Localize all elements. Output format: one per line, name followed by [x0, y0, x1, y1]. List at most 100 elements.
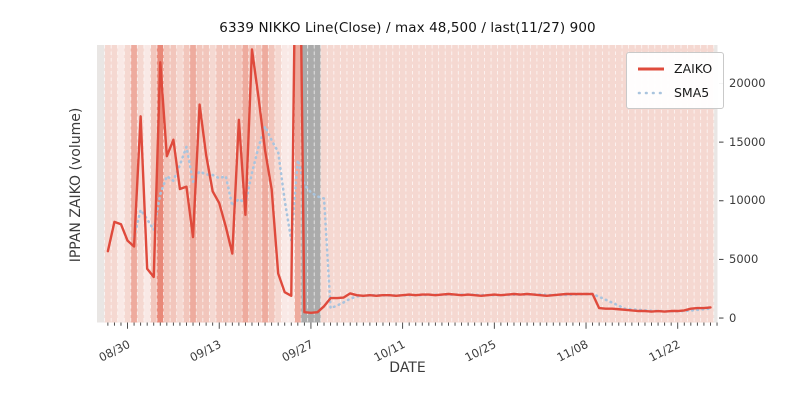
chart-title: 6339 NIKKO Line(Close) / max 48,500 / la…	[219, 20, 596, 36]
day-band	[215, 45, 223, 323]
day-band	[615, 45, 623, 323]
day-band	[143, 45, 151, 323]
day-band	[536, 45, 544, 323]
day-band	[242, 45, 249, 323]
day-band	[412, 45, 420, 323]
day-band	[477, 45, 485, 323]
day-band	[294, 45, 302, 323]
day-band	[661, 45, 668, 323]
day-band	[451, 45, 459, 323]
day-band	[307, 45, 315, 323]
day-band	[491, 45, 498, 323]
day-band	[504, 45, 511, 323]
y-axis-label: IPPAN ZAIKO (volume)	[68, 107, 84, 263]
day-band	[366, 45, 374, 323]
day-band	[471, 45, 478, 323]
sma5-line-swatch	[637, 91, 665, 94]
y-tick-label: 10000	[729, 193, 766, 208]
day-band	[497, 45, 505, 323]
day-band	[641, 45, 649, 323]
day-band	[327, 45, 334, 323]
day-band	[222, 45, 230, 323]
day-band	[235, 45, 243, 323]
day-band	[707, 45, 714, 323]
day-band	[340, 45, 347, 323]
day-band	[425, 45, 433, 323]
legend-box: ZAIKO SMA5	[626, 52, 725, 109]
day-band	[667, 45, 675, 323]
day-band	[202, 45, 210, 323]
day-band	[353, 45, 361, 323]
day-band	[458, 45, 465, 323]
day-band	[117, 45, 125, 323]
day-band	[595, 45, 603, 323]
day-band	[563, 45, 570, 323]
legend-entry-zaiko: ZAIKO	[637, 61, 712, 76]
day-band	[556, 45, 564, 323]
day-band	[333, 45, 341, 323]
day-band	[196, 45, 203, 323]
day-band	[274, 45, 282, 323]
day-band	[373, 45, 380, 323]
day-band	[157, 45, 164, 323]
day-band	[622, 45, 629, 323]
day-band	[523, 45, 531, 323]
zaiko-line-swatch	[638, 67, 664, 70]
day-band	[602, 45, 609, 323]
day-band	[111, 45, 118, 323]
day-band	[550, 45, 557, 323]
day-band	[484, 45, 492, 323]
day-band	[150, 45, 158, 323]
day-band	[170, 45, 177, 323]
day-band	[517, 45, 524, 323]
day-band	[543, 45, 551, 323]
day-band	[674, 45, 682, 323]
day-band	[314, 45, 321, 323]
day-band	[681, 45, 688, 323]
x-axis-label: DATE	[389, 360, 426, 376]
day-band	[576, 45, 583, 323]
day-band	[360, 45, 367, 323]
day-band	[124, 45, 131, 323]
day-band	[104, 45, 112, 323]
day-band	[346, 45, 354, 323]
zaiko-line	[106, 45, 712, 314]
day-band	[248, 45, 256, 323]
day-band	[648, 45, 655, 323]
day-band	[229, 45, 236, 323]
y-tick-label: 0	[729, 310, 737, 325]
day-band	[654, 45, 662, 323]
day-band	[419, 45, 426, 323]
day-band	[635, 45, 642, 323]
sma5-line	[132, 122, 712, 313]
day-band	[163, 45, 171, 323]
day-band	[445, 45, 452, 323]
day-band	[183, 45, 190, 323]
day-band	[405, 45, 413, 323]
day-band	[628, 45, 636, 323]
day-band	[392, 45, 400, 323]
left-margin-strip	[97, 45, 105, 323]
day-band	[432, 45, 439, 323]
day-band	[582, 45, 590, 323]
day-band	[530, 45, 537, 323]
day-band	[464, 45, 472, 323]
day-band	[510, 45, 518, 323]
day-band	[379, 45, 387, 323]
day-band	[137, 45, 144, 323]
day-band	[608, 45, 616, 323]
day-band	[189, 45, 197, 323]
y-tick-label: 5000	[729, 251, 759, 266]
day-band	[209, 45, 216, 323]
day-band	[320, 45, 328, 323]
day-band	[386, 45, 393, 323]
day-band	[687, 45, 695, 323]
legend-label-sma5: SMA5	[674, 85, 710, 100]
day-band	[700, 45, 708, 323]
day-band	[130, 45, 138, 323]
legend-label-zaiko: ZAIKO	[674, 61, 713, 76]
day-band	[288, 45, 295, 323]
day-band	[438, 45, 446, 323]
day-band	[281, 45, 289, 323]
